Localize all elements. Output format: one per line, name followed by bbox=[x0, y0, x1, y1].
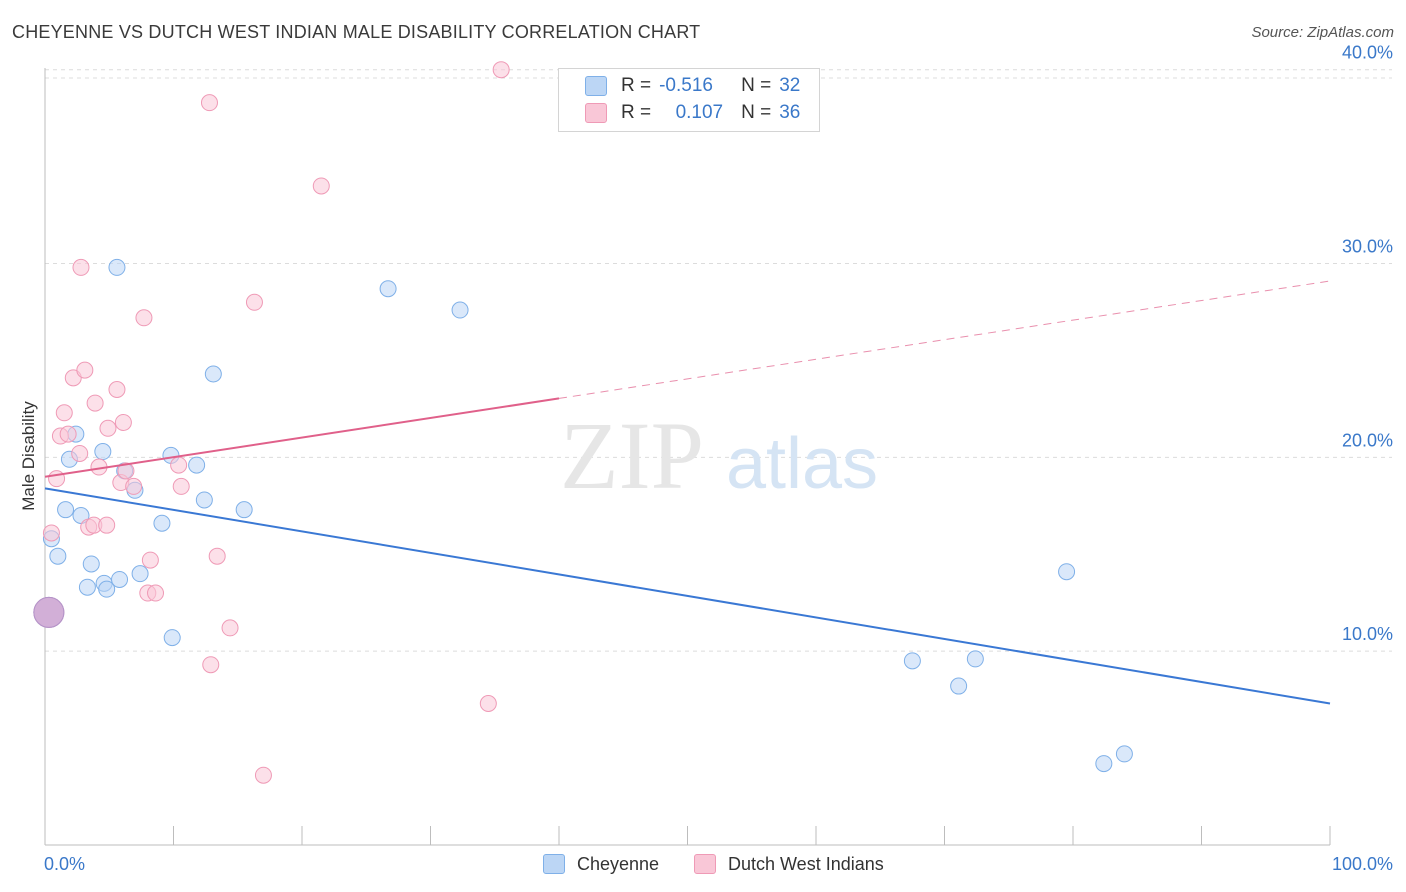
data-point bbox=[221, 619, 239, 637]
dutch-n-value: 36 bbox=[779, 102, 801, 123]
data-point bbox=[245, 293, 263, 311]
data-point bbox=[208, 547, 226, 565]
data-point bbox=[492, 61, 510, 79]
data-point bbox=[71, 444, 89, 462]
data-point bbox=[135, 309, 153, 327]
n-label: N = bbox=[741, 102, 772, 123]
data-point bbox=[451, 301, 469, 319]
data-point bbox=[86, 394, 104, 412]
cheyenne-legend-label: Cheyenne bbox=[577, 853, 660, 874]
legend-row-dutch-west-indians: R = 0.107 N = 36 bbox=[585, 100, 800, 126]
axis-labels: 10.0% 20.0% 30.0% 40.0% 0.0% 100.0% Male Disab… bbox=[19, 43, 1393, 874]
data-point bbox=[1058, 563, 1076, 581]
data-point bbox=[141, 551, 159, 569]
data-point bbox=[966, 650, 984, 668]
data-point bbox=[82, 555, 100, 573]
stats-legend: R = -0.516 N = 32 R = 0.107 N = 36 bbox=[558, 68, 820, 132]
data-point bbox=[108, 381, 126, 399]
data-point bbox=[42, 524, 60, 542]
data-point bbox=[59, 425, 77, 443]
data-point bbox=[254, 766, 272, 784]
data-point bbox=[131, 565, 149, 583]
bottom-legend-cheyenne: Cheyenne bbox=[543, 852, 659, 876]
data-point bbox=[153, 514, 171, 532]
data-point bbox=[78, 578, 96, 596]
data-point bbox=[379, 280, 397, 298]
x-tick-label: 0.0% bbox=[44, 854, 85, 874]
data-point bbox=[98, 580, 116, 598]
data-point bbox=[195, 491, 213, 509]
cheyenne-swatch bbox=[585, 76, 607, 96]
trend-line-1 bbox=[44, 397, 560, 478]
axes bbox=[44, 68, 1331, 846]
data-point bbox=[172, 477, 190, 495]
n-label: N = bbox=[741, 75, 772, 96]
y-tick-label: 40.0% bbox=[1342, 43, 1393, 63]
data-point bbox=[188, 456, 206, 474]
watermark: ZIP atlas bbox=[560, 402, 878, 509]
dutch-r-value: 0.107 bbox=[675, 102, 724, 123]
watermark-atlas: atlas bbox=[726, 424, 878, 504]
chart-title: CHEYENNE VS DUTCH WEST INDIAN MALE DISAB… bbox=[12, 22, 701, 42]
data-point bbox=[57, 501, 75, 519]
data-point bbox=[76, 361, 94, 379]
data-point bbox=[55, 404, 73, 422]
data-point bbox=[903, 652, 921, 670]
data-point bbox=[1115, 745, 1133, 763]
data-point bbox=[111, 570, 129, 588]
data-points bbox=[33, 61, 1133, 784]
series-1-points bbox=[33, 61, 510, 784]
data-point bbox=[200, 94, 218, 112]
data-point bbox=[94, 443, 112, 461]
x-tick-label: 100.0% bbox=[1332, 854, 1393, 874]
data-point bbox=[202, 656, 220, 674]
data-point bbox=[72, 258, 90, 276]
bottom-legend-dutch-west-indians: Dutch West Indians bbox=[694, 852, 884, 876]
watermark-zip: ZIP bbox=[560, 402, 704, 509]
cheyenne-r-value: -0.516 bbox=[659, 75, 713, 96]
trend-line-0 bbox=[44, 487, 1331, 705]
data-point bbox=[125, 477, 143, 495]
y-axis-label: Male Disability bbox=[19, 401, 38, 511]
data-point bbox=[98, 516, 116, 534]
cheyenne-n-value: 32 bbox=[779, 75, 801, 96]
data-point bbox=[99, 419, 117, 437]
r-label: R = bbox=[621, 75, 652, 96]
data-point bbox=[235, 501, 253, 519]
y-tick-label: 30.0% bbox=[1342, 237, 1393, 257]
data-point bbox=[950, 677, 968, 695]
data-point bbox=[204, 365, 222, 383]
dutch-legend-label: Dutch West Indians bbox=[728, 853, 884, 874]
overlap-point bbox=[33, 596, 65, 628]
y-tick-label: 10.0% bbox=[1342, 624, 1393, 644]
data-point bbox=[117, 462, 135, 480]
trend-lines bbox=[44, 280, 1331, 705]
data-point bbox=[163, 629, 181, 647]
data-point bbox=[108, 258, 126, 276]
dutch-west-indians-swatch bbox=[585, 103, 607, 123]
data-point bbox=[48, 470, 66, 488]
data-point bbox=[147, 584, 165, 602]
data-point bbox=[1095, 755, 1113, 773]
legend-row-cheyenne: R = -0.516 N = 32 bbox=[585, 73, 800, 99]
data-point bbox=[114, 413, 132, 431]
dutch-legend-swatch bbox=[694, 854, 716, 874]
grid-lines bbox=[45, 69, 1392, 652]
y-tick-label: 20.0% bbox=[1342, 430, 1393, 450]
data-point bbox=[479, 695, 497, 713]
data-point bbox=[49, 547, 67, 565]
data-point bbox=[312, 177, 330, 195]
r-label: R = bbox=[621, 102, 652, 123]
source-label: Source: ZipAtlas.com bbox=[1251, 24, 1394, 41]
trend-line-1-dashed bbox=[558, 280, 1331, 399]
data-point bbox=[170, 456, 188, 474]
cheyenne-legend-swatch bbox=[543, 854, 565, 874]
